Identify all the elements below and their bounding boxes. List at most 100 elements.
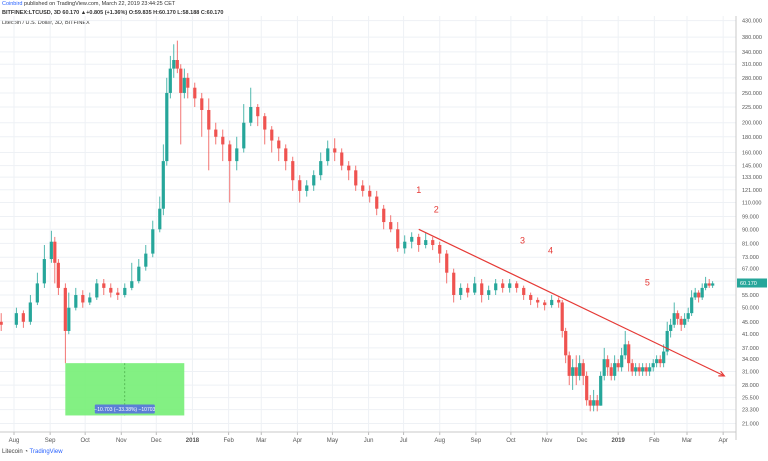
y-tick-label: 34.000 bbox=[742, 357, 759, 363]
candle-body bbox=[609, 367, 613, 376]
candle-body bbox=[630, 363, 634, 372]
candle-body bbox=[620, 355, 624, 368]
x-tick-label: Sep bbox=[471, 438, 482, 444]
candle-body bbox=[431, 240, 435, 245]
candle-body bbox=[35, 283, 39, 303]
candle-body bbox=[567, 355, 571, 376]
y-tick-label: 23.300 bbox=[742, 408, 759, 414]
candle-body bbox=[644, 367, 648, 372]
candle-body bbox=[298, 180, 302, 191]
candle-body bbox=[672, 313, 676, 325]
annotation-label: 3 bbox=[520, 235, 525, 245]
y-tick-label: 160.000 bbox=[742, 150, 762, 156]
candle-body bbox=[137, 266, 141, 282]
x-tick-label: Mar bbox=[682, 438, 692, 444]
candle-body bbox=[53, 241, 57, 263]
x-tick-label: Oct bbox=[80, 438, 90, 444]
publish-date: published on TradingView.com, March 22, … bbox=[24, 1, 176, 7]
annotation-label: 1 bbox=[416, 185, 421, 195]
candle-body bbox=[165, 92, 169, 162]
annotation-label: 5 bbox=[645, 278, 650, 288]
y-tick-label: 81.000 bbox=[742, 241, 759, 247]
y-tick-label: 121.000 bbox=[742, 188, 762, 194]
candle-body bbox=[494, 283, 498, 291]
candle-body bbox=[487, 290, 491, 295]
candle-body bbox=[172, 60, 176, 69]
candle-body bbox=[665, 330, 669, 352]
candle-body bbox=[560, 302, 564, 331]
candle-body bbox=[182, 77, 186, 93]
candle-body bbox=[56, 262, 60, 288]
ticker-line: BITFINEX:LTCUSD, 3D 60.170 ▲+0.805 (+1.3… bbox=[2, 10, 224, 16]
tradingview-logo-icon: ◔ bbox=[24, 449, 28, 455]
author-name[interactable]: Coinbird bbox=[2, 1, 23, 7]
y-tick-label: 73.000 bbox=[742, 255, 759, 261]
candle-body bbox=[161, 161, 165, 209]
x-tick-label: Dec bbox=[151, 438, 162, 444]
candle-body bbox=[354, 170, 358, 186]
candle-body bbox=[375, 196, 379, 209]
candle-body bbox=[550, 299, 554, 306]
candle-body bbox=[249, 107, 253, 123]
candle-body bbox=[616, 363, 620, 368]
candle-body bbox=[102, 283, 106, 288]
candle-body bbox=[571, 367, 575, 376]
candle-body bbox=[361, 185, 365, 191]
candle-body bbox=[588, 400, 592, 406]
candle-body bbox=[200, 98, 204, 111]
candle-body bbox=[81, 294, 85, 303]
x-tick-label: Apr bbox=[718, 438, 727, 444]
y-tick-label: 180.000 bbox=[742, 135, 762, 141]
candle-body bbox=[704, 283, 708, 288]
y-tick-label: 133.000 bbox=[742, 175, 762, 181]
y-tick-label: 25.500 bbox=[742, 396, 759, 402]
x-tick-label: Nov bbox=[542, 438, 553, 444]
candle-body bbox=[637, 367, 641, 372]
candle-body bbox=[0, 321, 3, 325]
trend-arrow-head bbox=[718, 370, 726, 377]
candle-body bbox=[686, 313, 690, 319]
candle-body bbox=[648, 367, 652, 372]
footer-prefix: Litecoin bbox=[2, 449, 23, 455]
candle-body bbox=[382, 208, 386, 223]
tradingview-brand[interactable]: TradingView bbox=[29, 449, 63, 455]
y-tick-label: 380.000 bbox=[742, 35, 762, 41]
candle-body bbox=[67, 307, 71, 331]
candle-body bbox=[693, 292, 697, 298]
candle-body bbox=[641, 367, 645, 372]
candle-body bbox=[536, 299, 540, 303]
candle-body bbox=[256, 107, 260, 117]
trend-line bbox=[418, 228, 725, 377]
last-price-badge bbox=[737, 278, 767, 288]
y-tick-label: 55.000 bbox=[742, 293, 759, 299]
candle-body bbox=[557, 299, 561, 303]
candle-body bbox=[396, 229, 400, 249]
y-tick-label: 50.000 bbox=[742, 306, 759, 312]
candle-body bbox=[690, 297, 694, 314]
chart-title: Litecoin / U.S. Dollar, 3D, BITFINEX bbox=[2, 20, 90, 26]
candle-body bbox=[42, 259, 46, 284]
candle-body bbox=[578, 363, 582, 376]
candle-body bbox=[207, 110, 211, 130]
footer-credit: Litecoin ◔ TradingView bbox=[2, 449, 63, 455]
candle-body bbox=[651, 363, 655, 368]
x-tick-label: Nov bbox=[116, 438, 127, 444]
candle-body bbox=[515, 283, 519, 288]
annotation-label: 4 bbox=[548, 246, 553, 256]
y-tick-label: 67.000 bbox=[742, 267, 759, 273]
candle-body bbox=[312, 175, 316, 186]
candle-body bbox=[347, 165, 351, 171]
candle-body bbox=[522, 287, 526, 295]
x-tick-label: Mar bbox=[256, 438, 266, 444]
candle-body bbox=[480, 283, 484, 295]
candle-body bbox=[634, 367, 638, 372]
y-tick-label: 28.000 bbox=[742, 383, 759, 389]
candle-body bbox=[95, 283, 99, 298]
candle-body bbox=[676, 313, 680, 319]
y-tick-label: 90.000 bbox=[742, 227, 759, 233]
candle-body bbox=[214, 129, 218, 137]
candle-body bbox=[168, 68, 172, 93]
candle-body bbox=[228, 144, 232, 162]
x-tick-label: May bbox=[327, 438, 338, 444]
